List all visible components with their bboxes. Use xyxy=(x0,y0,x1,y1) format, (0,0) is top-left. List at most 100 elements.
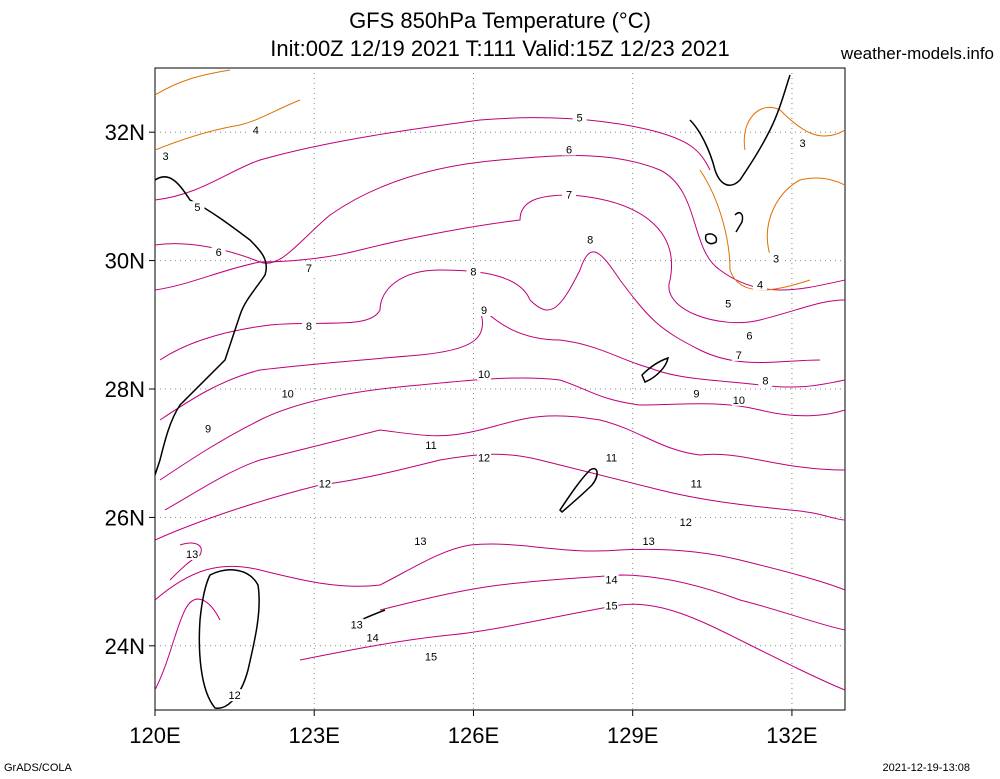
contour-label: 15 xyxy=(425,652,437,664)
contour-label-bg xyxy=(795,137,810,150)
x-tick-label: 120E xyxy=(129,723,180,748)
contour-label-bg xyxy=(758,374,773,387)
contour-label: 13 xyxy=(414,536,426,548)
contour-label: 3 xyxy=(799,138,805,150)
contour-label: 10 xyxy=(282,388,294,400)
contour-label-bg xyxy=(158,149,173,162)
contour-label-bg xyxy=(190,201,205,214)
contour-label: 11 xyxy=(691,478,702,490)
amami xyxy=(641,356,669,383)
x-tick-label: 123E xyxy=(289,723,340,748)
y-tick-label: 28N xyxy=(105,377,145,402)
software-credit: GrADS/COLA xyxy=(4,762,72,774)
x-tick-label: 132E xyxy=(766,723,817,748)
contour-label: 4 xyxy=(253,125,259,137)
isotherm-14 xyxy=(379,574,845,631)
contour-label-bg xyxy=(753,278,768,291)
contour-label-bg xyxy=(477,451,492,464)
contour-label-bg xyxy=(604,451,619,464)
isotherm-5 xyxy=(155,117,711,201)
isotherm-13 xyxy=(155,543,845,601)
axis-labels: 120E 123E 126E 129E 132E 32N 30N 28N 26N 24N xyxy=(105,120,818,748)
contour-label-bg xyxy=(641,535,656,548)
contour-label: 7 xyxy=(736,350,742,362)
contour-label: 3 xyxy=(163,151,169,163)
isotherm-12 xyxy=(155,453,845,541)
contour-label: 4 xyxy=(757,279,763,291)
contour-label: 15 xyxy=(605,600,617,612)
contour-label-bg xyxy=(413,535,428,548)
cold-isotherm-lines xyxy=(155,69,845,291)
contour-label: 11 xyxy=(606,453,617,465)
map-title: GFS 850hPa Temperature (°C) xyxy=(349,8,651,33)
isotherm-7 xyxy=(155,194,845,324)
contour-label-bg xyxy=(562,188,576,201)
contour-label: 9 xyxy=(205,424,211,436)
contour-label-bg xyxy=(583,233,598,246)
y-tick-label: 32N xyxy=(105,120,145,145)
contour-label: 7 xyxy=(566,189,572,201)
contour-label-bg xyxy=(562,143,576,156)
contour-label-bg xyxy=(349,618,364,631)
contour-label: 7 xyxy=(306,263,312,275)
kyushu xyxy=(689,74,791,186)
contour-label: 5 xyxy=(194,202,200,214)
contour-label: 8 xyxy=(587,234,593,246)
lat-lon-grid xyxy=(155,68,845,710)
contour-label: 5 xyxy=(725,299,731,311)
contour-label-bg xyxy=(211,246,226,259)
contour-label: 11 xyxy=(425,440,436,452)
contour-label-bg xyxy=(201,422,216,435)
contour-label-bg xyxy=(678,515,693,528)
contour-label-bg xyxy=(365,631,380,644)
contour-label-bg xyxy=(604,599,619,612)
contour-label-bg xyxy=(731,393,746,406)
isotherm-13b xyxy=(169,542,202,581)
yakushima xyxy=(704,233,718,245)
contour-label: 10 xyxy=(478,369,490,381)
contour-label: 13 xyxy=(186,549,198,561)
contour-label-bg xyxy=(301,262,316,275)
contour-label: 6 xyxy=(566,144,572,156)
contour-label: 12 xyxy=(319,478,331,490)
contour-label-bg xyxy=(604,573,619,586)
contour-label-bg xyxy=(689,477,704,490)
isotherm-warm-sw xyxy=(155,598,221,691)
isotherm-3-west xyxy=(155,69,231,96)
contour-label: 3 xyxy=(773,254,779,266)
isotherm-4-east xyxy=(699,169,811,291)
y-tick-label: 26N xyxy=(105,505,145,530)
x-tick-label: 129E xyxy=(607,723,658,748)
timestamp: 2021-12-19-13:08 xyxy=(882,762,970,774)
contour-label: 8 xyxy=(470,266,476,278)
y-tick-label: 24N xyxy=(105,634,145,659)
isotherm-3-east xyxy=(743,106,845,151)
y-tick-label: 30N xyxy=(105,249,145,274)
source-credit: weather-models.info xyxy=(840,44,994,63)
contour-label-bg xyxy=(572,111,587,124)
contour-label: 6 xyxy=(216,247,222,259)
contour-label-bg xyxy=(731,348,746,361)
map-subtitle: Init:00Z 12/19 2021 T:111 Valid:15Z 12/2… xyxy=(270,36,730,61)
contour-label: 8 xyxy=(306,321,312,333)
contour-label-bg xyxy=(466,265,481,278)
contour-label-bg xyxy=(769,252,783,265)
contour-label: 13 xyxy=(351,620,363,632)
contour-label-bg xyxy=(227,689,242,702)
isotherm-4-west xyxy=(155,99,301,151)
contour-label: 10 xyxy=(733,395,745,407)
contour-label: 12 xyxy=(228,690,240,702)
contour-label-bg xyxy=(477,368,492,381)
isotherm-11 xyxy=(164,415,845,511)
contour-label-bg xyxy=(185,547,200,560)
contour-label: 14 xyxy=(605,575,617,587)
isotherm-10 xyxy=(159,377,845,481)
isotherm-3-east2 xyxy=(766,177,845,256)
okinawa xyxy=(559,468,598,514)
contour-label: 9 xyxy=(481,305,487,317)
contour-label-bg xyxy=(317,477,332,490)
contour-label: 14 xyxy=(366,632,378,644)
contour-label-bg xyxy=(424,650,438,663)
